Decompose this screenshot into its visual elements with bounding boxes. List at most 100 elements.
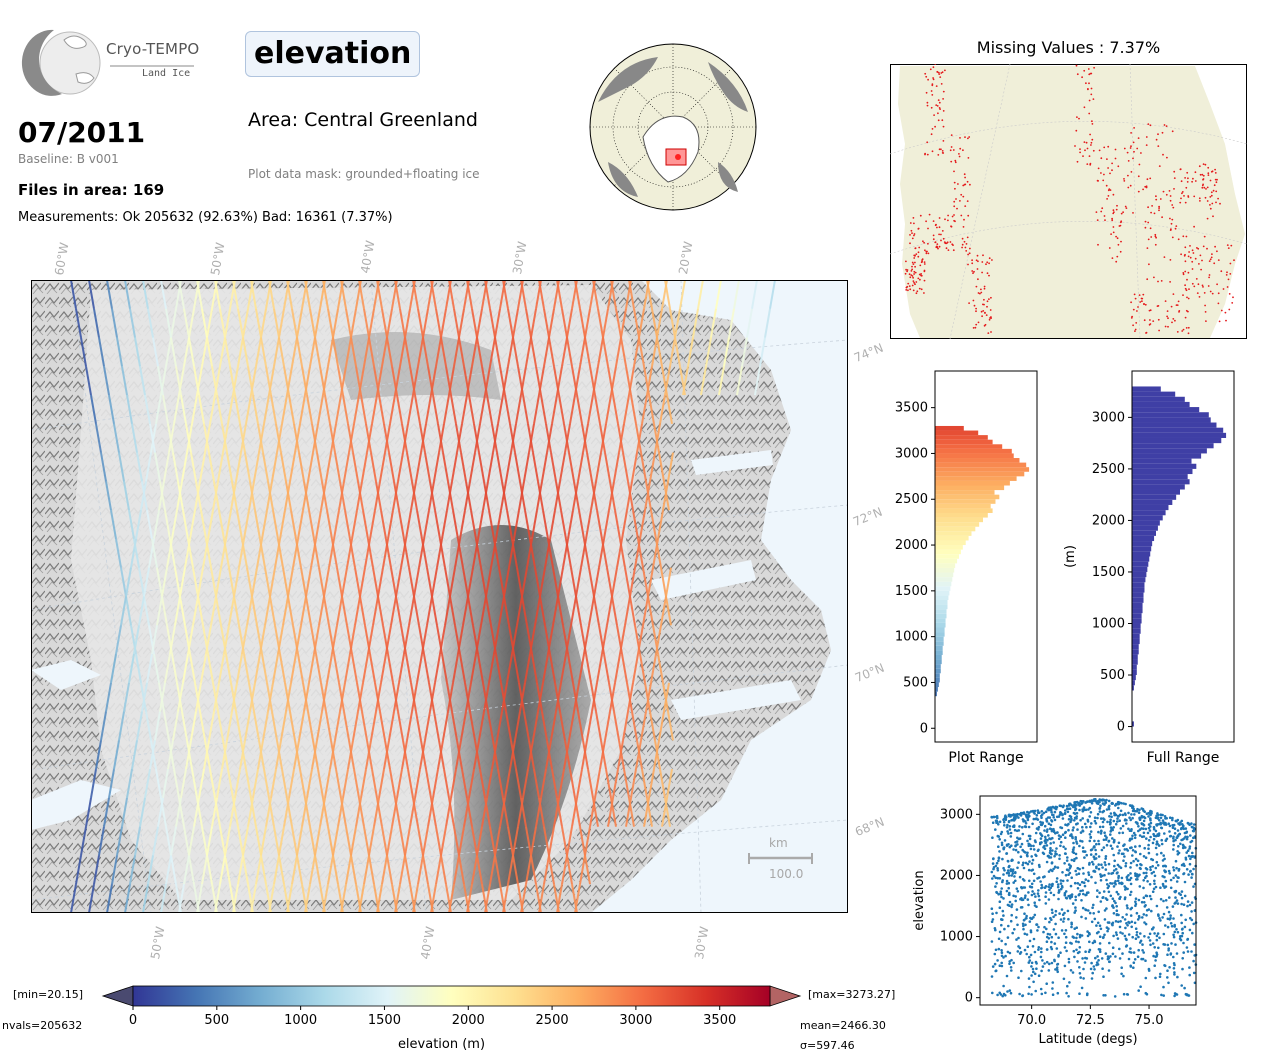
histogram-bar — [935, 682, 939, 688]
track-segment — [485, 596, 492, 626]
missing-point — [1147, 238, 1150, 241]
scatter-point — [1027, 961, 1031, 964]
scatter-point — [1005, 879, 1009, 883]
missing-point — [1180, 197, 1182, 200]
scatter-point — [1081, 850, 1085, 853]
scatter-point — [1041, 813, 1044, 816]
track-segment — [171, 510, 178, 540]
track-segment — [669, 337, 676, 367]
histogram-bar — [1132, 556, 1150, 562]
track-segment — [408, 567, 415, 597]
scatter-point — [1032, 937, 1036, 941]
track-segment — [217, 711, 224, 741]
scatter-point — [1024, 923, 1027, 927]
track-segment — [304, 884, 311, 913]
track-segment — [342, 768, 349, 799]
missing-point — [965, 243, 968, 245]
scatter-point — [1135, 809, 1139, 813]
track-segment — [393, 481, 400, 511]
track-segment — [154, 452, 161, 482]
scatter-point — [1177, 876, 1180, 879]
scatter-point — [1028, 959, 1032, 962]
track-segment — [273, 855, 280, 885]
scatter-point — [991, 877, 994, 880]
track-segment — [399, 308, 406, 338]
scalebar-value: 100.0 — [769, 867, 804, 881]
histogram-bar — [1132, 407, 1200, 413]
track-segment — [169, 538, 176, 568]
track-segment — [171, 653, 178, 683]
track-segment — [285, 481, 292, 511]
track-segment — [585, 510, 592, 540]
scatter-point — [1073, 819, 1076, 822]
scatter-point — [1131, 809, 1135, 813]
missing-point — [936, 105, 939, 107]
scatter-point — [1106, 883, 1109, 886]
scatter-point — [1134, 833, 1137, 837]
track-segment — [398, 653, 405, 683]
histogram-bar — [1132, 685, 1134, 691]
track-segment — [584, 308, 591, 338]
scatter-point — [1191, 829, 1195, 833]
scatter-point — [1143, 846, 1146, 850]
track-segment — [133, 538, 140, 568]
scatter-point — [1030, 882, 1034, 886]
track-segment — [317, 768, 324, 799]
scatter-point — [1173, 925, 1176, 928]
missing-point — [940, 233, 942, 236]
track-segment — [131, 740, 138, 770]
scatter-point — [1063, 891, 1067, 895]
track-segment — [195, 481, 202, 511]
track-segment — [314, 826, 321, 856]
scatter-point — [1027, 992, 1030, 996]
missing-point — [1153, 212, 1156, 215]
track-segment — [395, 567, 402, 597]
track-segment — [110, 510, 117, 540]
missing-point — [1074, 145, 1076, 147]
scatter-point — [1175, 899, 1179, 902]
scatter-point — [1087, 909, 1090, 912]
track-segment — [327, 308, 334, 338]
missing-point — [988, 274, 990, 277]
track-segment — [539, 567, 546, 597]
histogram-bar — [935, 554, 959, 559]
scatter-point — [1127, 957, 1131, 961]
scatter-point — [1164, 879, 1168, 883]
track-segment — [280, 452, 287, 482]
measurements-label: Measurements: Ok 205632 (92.63%) Bad: 16… — [18, 210, 393, 225]
scatter-point — [1035, 814, 1039, 817]
scatter-point — [1030, 974, 1033, 977]
scatter-point — [996, 993, 999, 997]
missing-point — [1211, 170, 1214, 173]
track-segment — [533, 394, 540, 425]
scatter-point — [1076, 932, 1079, 936]
track-segment — [80, 337, 87, 367]
scatter-point — [1068, 866, 1072, 870]
scatter-point — [1083, 822, 1087, 826]
track-segment — [325, 711, 332, 741]
track-segment — [579, 337, 586, 367]
track-segment — [111, 855, 118, 885]
track-segment — [480, 596, 487, 626]
scatter-point — [1189, 870, 1192, 873]
missing-point — [973, 304, 976, 307]
track-segment — [303, 682, 310, 712]
scatter-point — [994, 885, 997, 888]
missing-point — [941, 230, 944, 232]
scatter-point — [1029, 930, 1033, 934]
scatter-point — [1070, 858, 1074, 862]
scatter-point — [1028, 860, 1031, 863]
histogram-bar — [935, 490, 995, 495]
track-segment — [621, 653, 628, 683]
missing-point — [1205, 320, 1207, 322]
scatter-point — [1015, 887, 1019, 890]
scatter-point — [1168, 830, 1171, 833]
scatter-point — [1132, 961, 1136, 964]
track-segment — [105, 481, 112, 511]
colorbar-max: [max=3273.27] — [808, 988, 896, 1001]
missing-point — [1185, 289, 1188, 292]
missing-point — [1107, 195, 1110, 197]
missing-point — [1154, 235, 1157, 238]
scatter-point — [1023, 932, 1027, 936]
scatter-point — [1132, 859, 1135, 863]
